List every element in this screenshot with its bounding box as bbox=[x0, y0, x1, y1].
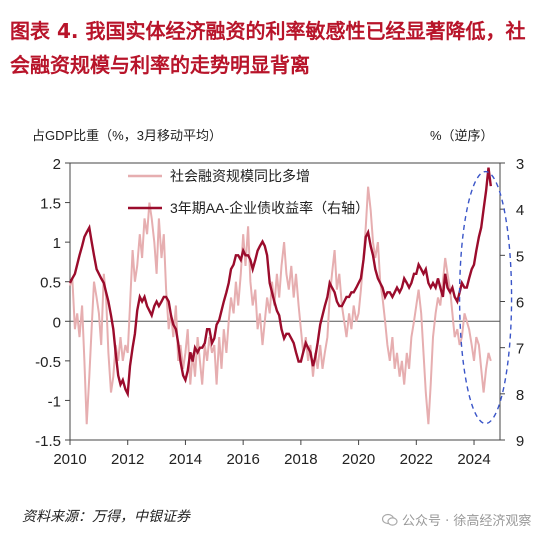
right-axis-ticks: 3 4 5 6 7 8 9 bbox=[500, 156, 524, 450]
right-tick-label: 4 bbox=[516, 202, 524, 219]
left-tick-label: -0.5 bbox=[35, 354, 61, 371]
watermark: 公众号 · 徐高经济观察 bbox=[382, 510, 531, 529]
right-tick-label: 7 bbox=[516, 341, 524, 358]
watermark-text: 公众号 · 徐高经济观察 bbox=[402, 514, 532, 529]
wechat-icon bbox=[382, 513, 398, 526]
x-tick-label: 2012 bbox=[111, 451, 144, 468]
line-chart: 占GDP比重（%，3月移动平均） %（逆序） 2 1.5 1 0.5 0 -0.5 -1 -1… bbox=[32, 128, 524, 468]
x-tick-label: 2024 bbox=[457, 451, 490, 468]
x-tick-label: 2016 bbox=[226, 451, 259, 468]
x-tick-label: 2010 bbox=[53, 451, 86, 468]
left-tick-label: -1 bbox=[48, 393, 61, 410]
right-axis-title: %（逆序） bbox=[430, 128, 494, 143]
left-axis-title: 占GDP比重（%，3月移动平均） bbox=[32, 128, 222, 143]
legend: 社会融资规模同比多增 3年期AA-企业债收益率（右轴） bbox=[128, 168, 369, 216]
left-tick-label: 0 bbox=[53, 314, 61, 331]
x-axis-ticks: 2010 2012 2014 2016 2018 2020 2022 2024 bbox=[53, 440, 491, 468]
left-tick-label: -1.5 bbox=[35, 433, 61, 450]
x-tick-label: 2014 bbox=[169, 451, 202, 468]
highlight-ellipse bbox=[458, 170, 513, 425]
x-tick-label: 2022 bbox=[400, 451, 433, 468]
x-tick-label: 2020 bbox=[342, 451, 375, 468]
left-axis-ticks: 2 1.5 1 0.5 0 -0.5 -1 -1.5 bbox=[35, 156, 70, 450]
series-line-social-financing bbox=[69, 186, 492, 425]
chart-title: 图表 4. 我国实体经济融资的利率敏感性已经显著降低，社会融资规模与利率的走势明… bbox=[10, 19, 526, 77]
left-tick-label: 0.5 bbox=[40, 275, 61, 292]
right-tick-label: 6 bbox=[516, 295, 524, 312]
source-note: 资料来源：万得，中银证券 bbox=[22, 509, 190, 525]
left-tick-label: 2 bbox=[53, 156, 61, 173]
legend-label-bond-yield: 3年期AA-企业债收益率（右轴） bbox=[170, 200, 369, 216]
right-tick-label: 8 bbox=[516, 387, 524, 404]
legend-label-social-financing: 社会融资规模同比多增 bbox=[170, 168, 310, 184]
left-tick-label: 1.5 bbox=[40, 196, 61, 213]
series-line-bond-yield bbox=[68, 167, 492, 399]
right-tick-label: 5 bbox=[516, 248, 524, 265]
right-tick-label: 9 bbox=[516, 433, 524, 450]
left-tick-label: 1 bbox=[53, 235, 61, 252]
right-tick-label: 3 bbox=[516, 156, 524, 173]
x-tick-label: 2018 bbox=[284, 451, 317, 468]
